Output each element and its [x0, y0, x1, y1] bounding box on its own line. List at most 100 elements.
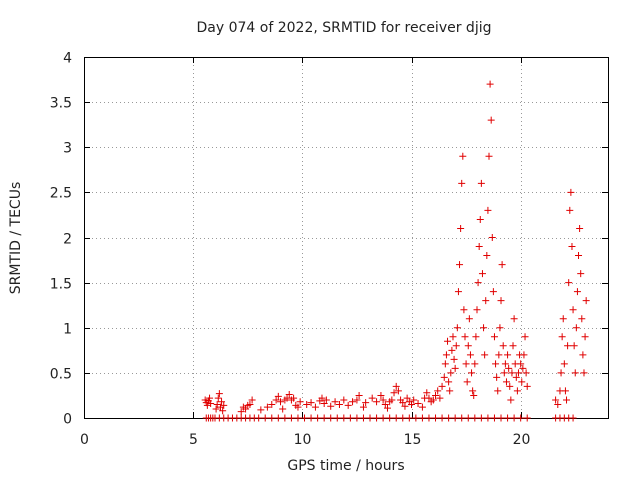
grid-lines — [84, 57, 608, 418]
data-point — [489, 288, 497, 296]
data-point — [464, 342, 472, 350]
data-point — [388, 396, 396, 404]
data-point — [414, 400, 422, 408]
data-point — [522, 369, 530, 377]
y-tick-label: 2 — [63, 232, 72, 248]
data-point — [484, 414, 492, 422]
data-point — [307, 414, 315, 422]
data-point — [460, 306, 468, 314]
data-point — [569, 414, 577, 422]
y-tick-label: 1 — [63, 322, 72, 338]
data-point — [442, 351, 450, 359]
data-point — [237, 408, 245, 416]
data-point — [468, 369, 476, 377]
data-point — [320, 414, 328, 422]
data-point — [518, 378, 526, 386]
data-point — [563, 396, 571, 404]
y-tick-label: 3 — [63, 141, 72, 157]
data-point — [494, 387, 502, 395]
data-point — [514, 369, 522, 377]
data-point — [517, 414, 525, 422]
data-point — [444, 337, 452, 345]
data-point — [484, 206, 492, 214]
data-point — [274, 414, 282, 422]
data-point — [504, 414, 512, 422]
data-point — [507, 396, 515, 404]
data-point — [500, 369, 508, 377]
data-point — [493, 373, 501, 381]
data-point — [203, 401, 211, 409]
data-point — [368, 394, 376, 402]
data-point — [472, 333, 480, 341]
data-point — [429, 396, 437, 404]
axis-ticks: 0 5 10 15 20 0 0.5 1 1.5 2 2.5 3 3.5 4 — [50, 51, 608, 448]
data-point — [559, 315, 567, 323]
data-point — [470, 391, 478, 399]
data-point — [456, 261, 464, 269]
data-point — [303, 400, 311, 408]
data-point — [379, 396, 387, 404]
data-point — [418, 414, 426, 422]
data-point — [513, 387, 521, 395]
data-point — [220, 401, 228, 409]
data-point — [268, 400, 276, 408]
data-point — [346, 414, 354, 422]
data-point — [573, 288, 581, 296]
data-point — [580, 369, 588, 377]
data-point — [263, 403, 271, 411]
data-point — [483, 252, 491, 260]
data-point — [523, 382, 531, 390]
data-point — [581, 333, 589, 341]
data-point — [246, 400, 254, 408]
data-point — [272, 396, 280, 404]
data-point — [418, 403, 426, 411]
data-point — [410, 396, 418, 404]
data-point — [353, 396, 361, 404]
data-point — [504, 351, 512, 359]
data-point — [521, 333, 529, 341]
data-point — [508, 369, 516, 377]
data-point — [438, 414, 446, 422]
data-point — [392, 414, 400, 422]
x-tick-label: 15 — [404, 432, 422, 448]
data-point — [495, 351, 503, 359]
data-point — [294, 414, 302, 422]
data-point — [567, 188, 575, 196]
data-point — [359, 414, 367, 422]
data-point — [386, 414, 394, 422]
data-point — [257, 406, 265, 414]
data-point — [575, 252, 583, 260]
data-point — [492, 360, 500, 368]
data-point — [478, 270, 486, 278]
data-point — [412, 414, 420, 422]
data-point — [392, 382, 400, 390]
data-point — [399, 414, 407, 422]
data-point — [487, 116, 495, 124]
plot-frame — [84, 57, 609, 419]
data-point — [333, 414, 341, 422]
data-point — [520, 351, 528, 359]
y-tick-label: 3.5 — [50, 96, 72, 112]
data-point — [469, 387, 477, 395]
data-point — [473, 306, 481, 314]
data-point — [497, 414, 505, 422]
data-point — [476, 215, 484, 223]
data-point — [477, 414, 485, 422]
chart-title: Day 074 of 2022, SRMTID for receiver dji… — [197, 20, 492, 36]
x-tick-label: 20 — [513, 432, 531, 448]
data-point — [570, 342, 578, 350]
data-point — [327, 414, 335, 422]
data-point — [577, 270, 585, 278]
data-point — [477, 179, 485, 187]
data-point — [274, 392, 282, 400]
data-point — [565, 279, 573, 287]
data-points — [201, 80, 590, 422]
data-point — [485, 152, 493, 160]
x-tick-label: 5 — [189, 432, 198, 448]
data-point — [446, 387, 454, 395]
data-point — [517, 360, 525, 368]
data-point — [366, 414, 374, 422]
data-point — [432, 414, 440, 422]
data-point — [432, 391, 440, 399]
